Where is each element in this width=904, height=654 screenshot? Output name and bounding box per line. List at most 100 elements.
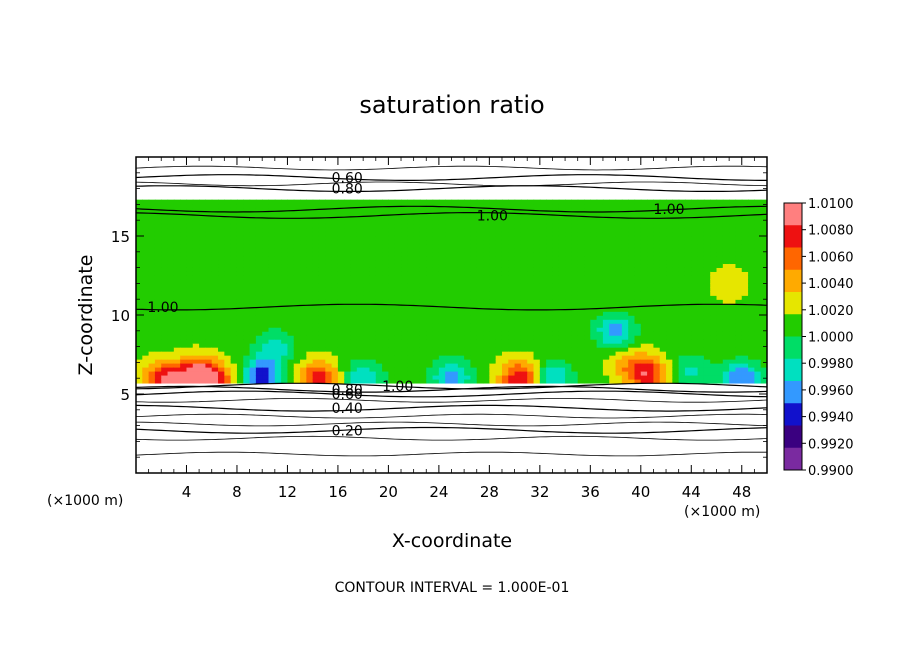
heatmap-cell	[154, 363, 162, 368]
heatmap-cell	[331, 287, 339, 292]
heatmap-cell	[640, 219, 648, 225]
heatmap-cell	[546, 303, 554, 308]
heatmap-cell	[211, 378, 219, 384]
heatmap-cell	[142, 295, 150, 300]
heatmap-cell	[495, 215, 503, 221]
heatmap-cell	[344, 271, 352, 276]
heatmap-cell	[312, 359, 320, 364]
heatmap-cell	[533, 367, 541, 372]
heatmap-cell	[312, 231, 320, 237]
heatmap-cell	[230, 255, 238, 261]
heatmap-cell	[546, 203, 554, 209]
heatmap-cell	[255, 255, 263, 261]
heatmap-cell	[634, 255, 642, 261]
heatmap-cell	[577, 227, 585, 233]
heatmap-cell	[375, 367, 383, 372]
heatmap-cell	[552, 275, 560, 280]
heatmap-cell	[300, 279, 307, 284]
heatmap-cell	[262, 291, 270, 296]
heatmap-cell	[363, 363, 371, 368]
heatmap-cell	[640, 359, 648, 364]
heatmap-cell	[236, 303, 244, 308]
heatmap-cell	[678, 251, 686, 257]
heatmap-cell	[501, 271, 509, 276]
heatmap-cell	[287, 331, 295, 336]
heatmap-cell	[697, 335, 705, 340]
heatmap-cell	[735, 327, 743, 332]
heatmap-cell	[508, 351, 516, 356]
heatmap-cell	[571, 263, 579, 268]
heatmap-cell	[401, 299, 408, 304]
heatmap-cell	[161, 267, 169, 272]
heatmap-cell	[293, 243, 301, 249]
heatmap-cell	[571, 283, 579, 288]
heatmap-cell	[382, 211, 389, 217]
heatmap-cell	[457, 363, 465, 368]
heatmap-cell	[735, 331, 743, 336]
heatmap-cell	[325, 331, 333, 336]
heatmap-cell	[678, 247, 686, 253]
heatmap-cell	[501, 223, 509, 229]
heatmap-cell	[571, 267, 579, 272]
heatmap-cell	[173, 207, 181, 213]
heatmap-cell	[401, 283, 408, 288]
heatmap-cell	[325, 327, 333, 332]
heatmap-cell	[142, 215, 150, 221]
heatmap-cell	[363, 271, 371, 276]
heatmap-cell	[356, 227, 364, 233]
heatmap-cell	[748, 367, 755, 372]
heatmap-cell	[142, 335, 150, 340]
heatmap-cell	[640, 271, 648, 276]
heatmap-cell	[438, 343, 446, 348]
heatmap-cell	[653, 239, 661, 245]
heatmap-cell	[596, 311, 604, 316]
heatmap-cell	[192, 347, 200, 352]
heatmap-cell	[602, 283, 610, 288]
contour-interval-note: CONTOUR INTERVAL = 1.000E-01	[335, 580, 570, 596]
heatmap-cell	[691, 251, 699, 257]
heatmap-cell	[142, 211, 150, 217]
heatmap-cell	[344, 287, 352, 292]
heatmap-cell	[167, 335, 175, 340]
heatmap-cell	[154, 255, 162, 261]
heatmap-cell	[748, 311, 755, 316]
heatmap-cell	[136, 243, 143, 249]
heatmap-cell	[760, 351, 767, 356]
heatmap-cell	[666, 211, 673, 217]
heatmap-cell	[754, 219, 762, 225]
heatmap-cell	[634, 243, 642, 249]
heatmap-cell	[577, 211, 585, 217]
heatmap-cell	[186, 255, 194, 261]
heatmap-cell	[161, 227, 169, 233]
heatmap-cell	[457, 295, 465, 300]
heatmap-cell	[199, 370, 207, 376]
heatmap-cell	[647, 207, 655, 213]
heatmap-cell	[388, 267, 396, 272]
heatmap-cell	[678, 231, 686, 237]
heatmap-cell	[293, 367, 301, 372]
heatmap-cell	[470, 231, 478, 237]
heatmap-cell	[205, 299, 213, 304]
heatmap-cell	[230, 355, 238, 360]
heatmap-cell	[438, 359, 446, 364]
heatmap-cell	[236, 203, 244, 209]
heatmap-cell	[501, 251, 509, 257]
heatmap-cell	[602, 343, 610, 348]
heatmap-cell	[344, 199, 352, 205]
heatmap-cell	[520, 247, 528, 253]
heatmap-cell	[167, 370, 175, 376]
heatmap-cell	[331, 223, 339, 229]
heatmap-cell	[350, 355, 358, 360]
heatmap-cell	[489, 243, 497, 249]
heatmap-cell	[331, 323, 339, 328]
heatmap-cell	[508, 374, 516, 380]
heatmap-cell	[647, 239, 655, 245]
heatmap-cell	[300, 283, 307, 288]
heatmap-cell	[300, 299, 307, 304]
heatmap-cell	[476, 215, 484, 221]
heatmap-cell	[470, 339, 478, 344]
heatmap-cell	[647, 339, 655, 344]
heatmap-cell	[584, 243, 591, 249]
heatmap-cell	[312, 243, 320, 249]
heatmap-cell	[199, 311, 207, 316]
